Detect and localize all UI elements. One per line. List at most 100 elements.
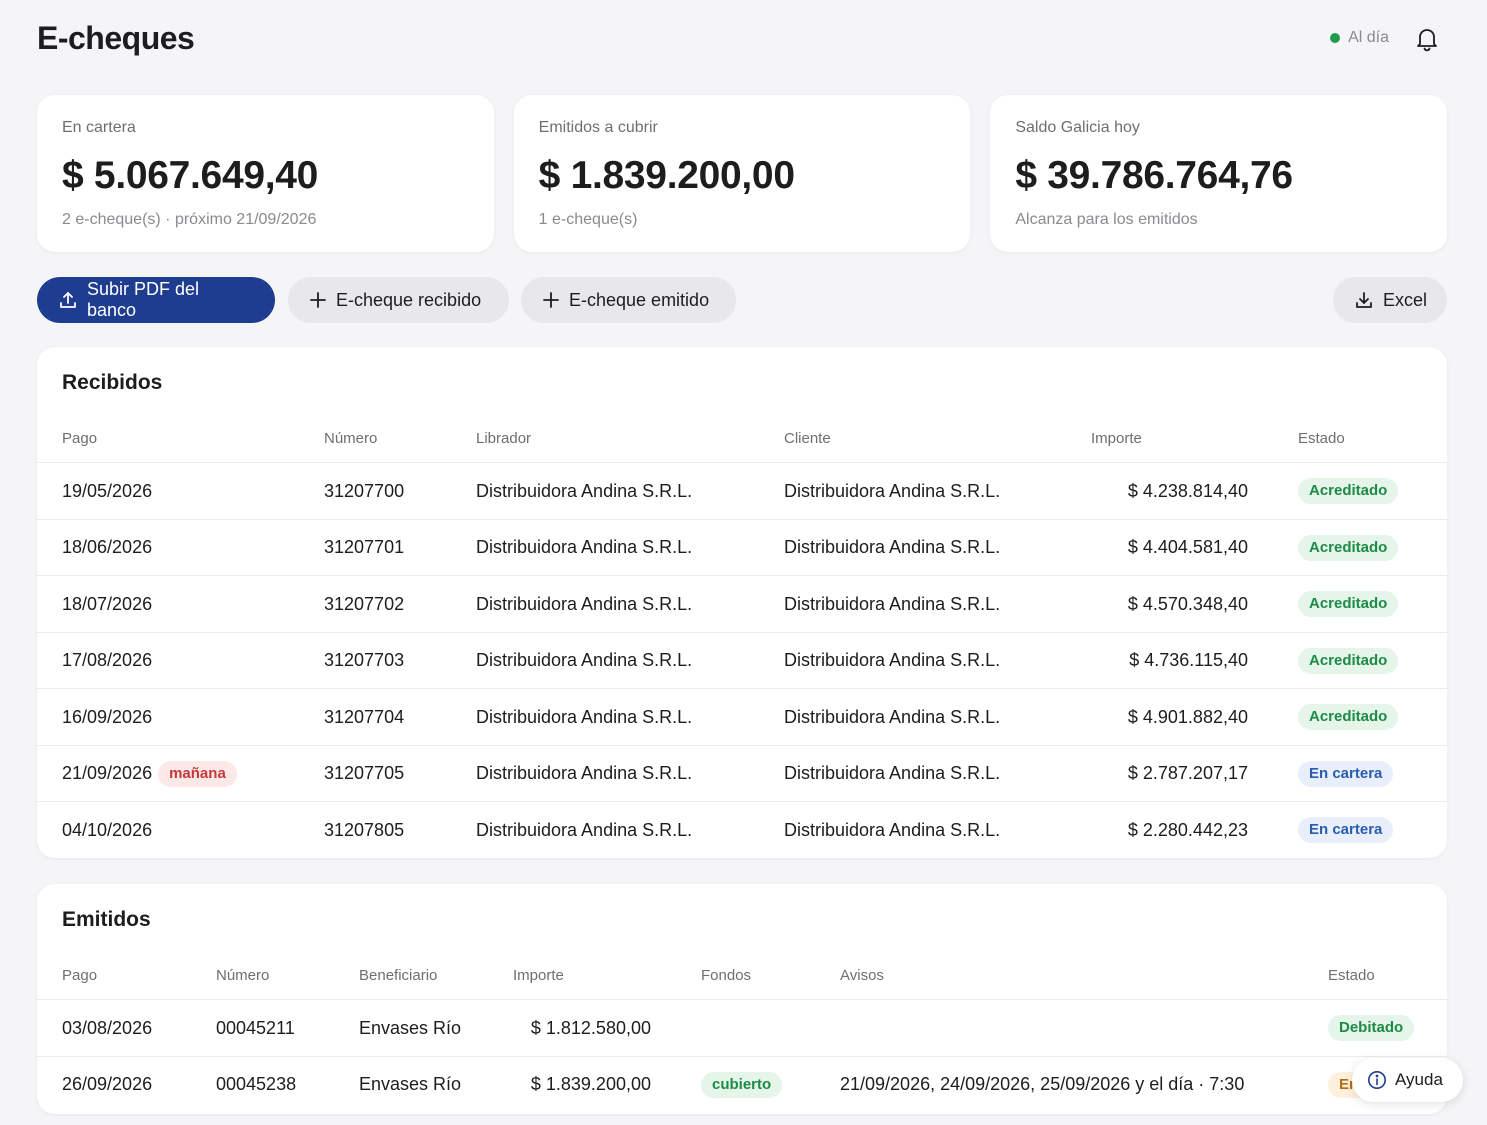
upload-pdf-label: Subir PDF del banco bbox=[87, 279, 200, 320]
numero-cell: 31207705 bbox=[324, 763, 405, 783]
recibido-row[interactable]: 18/06/2026 31207701 Distribuidora Andina S… bbox=[37, 518, 1447, 576]
add-cheque-recibido-button[interactable]: E-cheque recibido bbox=[288, 277, 509, 323]
help-button[interactable]: Ayuda bbox=[1352, 1058, 1463, 1102]
col-header-beneficiario: Beneficiario bbox=[359, 967, 438, 984]
notifications-bell-icon[interactable] bbox=[1415, 26, 1439, 52]
summary-cards: En cartera $ 5.067.649,40 2 e-cheque(s) … bbox=[37, 95, 1448, 252]
estado-cell: Acreditado bbox=[1298, 520, 1438, 576]
action-bar: Subir PDF del banco E-cheque recibido E-… bbox=[37, 277, 1447, 323]
recibido-row[interactable]: 21/09/2026 mañana 31207705 Distribuidora An… bbox=[37, 744, 1447, 801]
numero-cell: 31207704 bbox=[324, 706, 405, 727]
col-header-numero: Número bbox=[216, 967, 270, 984]
emitidos-title: Emitidos bbox=[62, 908, 151, 931]
recibidos-title: Recibidos bbox=[62, 371, 163, 394]
importe-cell: $ 2.787.207,17 bbox=[1127, 763, 1248, 783]
export-excel-label: Excel bbox=[1383, 289, 1428, 310]
col-header-estado: Estado bbox=[1328, 967, 1375, 984]
export-excel-button[interactable]: Excel bbox=[1333, 277, 1447, 323]
numero-cell: 31207702 bbox=[324, 593, 405, 614]
avisos-cell: 21/09/2026, 24/09/2026, 25/09/2026 y el … bbox=[840, 1074, 1245, 1094]
help-label: Ayuda bbox=[1395, 1070, 1443, 1089]
cliente-cell: Distribuidora Andina S.R.L. bbox=[784, 650, 1001, 670]
col-header-librador: Librador bbox=[476, 430, 532, 447]
emitidos-table-header: Pago Número Beneficiario Importe Fondos … bbox=[37, 967, 1447, 991]
importe-cell: $ 1.812.580,00 bbox=[530, 1017, 651, 1038]
estado-cell: Acreditado bbox=[1298, 576, 1438, 632]
beneficiario-cell: Envases Río bbox=[359, 1074, 462, 1094]
pago-cell: 17/08/2026 bbox=[62, 633, 302, 689]
status-badge: Acreditado bbox=[1298, 704, 1399, 730]
pago-date: 04/10/2026 bbox=[62, 819, 153, 840]
page-title: E-cheques bbox=[37, 20, 195, 56]
librador-cell: Distribuidora Andina S.R.L. bbox=[476, 706, 693, 727]
status-badge: Debitado bbox=[1328, 1015, 1415, 1041]
add-cheque-emitido-button[interactable]: E-cheque emitido bbox=[521, 277, 736, 323]
estado-cell: Acreditado bbox=[1298, 689, 1438, 745]
cliente-cell: Distribuidora Andina S.R.L. bbox=[784, 819, 1001, 840]
card-value: $ 5.067.649,40 bbox=[62, 154, 319, 197]
recibidos-table-header: Pago Número Librador Cliente Importe Est… bbox=[37, 430, 1447, 454]
librador-cell: Distribuidora Andina S.R.L. bbox=[476, 650, 693, 670]
info-icon bbox=[1368, 1071, 1386, 1089]
status-dot-icon bbox=[1330, 33, 1341, 43]
avisos-cell bbox=[840, 1000, 1320, 1056]
recibido-row[interactable]: 16/09/2026 31207704 Distribuidora Andina S… bbox=[37, 688, 1447, 744]
card-value: $ 39.786.764,76 bbox=[1015, 154, 1293, 197]
importe-cell: $ 4.736.115,40 bbox=[1129, 650, 1248, 670]
plus-icon bbox=[310, 292, 326, 308]
col-header-avisos: Avisos bbox=[840, 967, 884, 984]
status-badge: Acreditado bbox=[1298, 647, 1399, 674]
librador-cell: Distribuidora Andina S.R.L. bbox=[476, 480, 693, 501]
beneficiario-cell: Envases Río bbox=[359, 1017, 462, 1038]
numero-cell: 31207703 bbox=[324, 650, 405, 670]
pago-cell: 16/09/2026 bbox=[62, 689, 302, 745]
add-cheque-recibido-label: E-cheque recibido bbox=[336, 289, 482, 310]
pago-date: 18/06/2026 bbox=[62, 537, 153, 557]
pago-date: 21/09/2026 bbox=[62, 763, 153, 783]
col-header-importe: Importe bbox=[513, 967, 564, 984]
status-badge: En cartera bbox=[1298, 817, 1394, 843]
pago-date: 17/08/2026 bbox=[62, 650, 153, 670]
card-en-cartera: En cartera $ 5.067.649,40 2 e-cheque(s) … bbox=[37, 95, 494, 252]
status-badge: En cartera bbox=[1298, 760, 1394, 787]
pago-cell: 19/05/2026 bbox=[62, 463, 302, 519]
pago-date: 19/05/2026 bbox=[62, 480, 153, 501]
card-subtitle: 2 e-cheque(s) · próximo 21/09/2026 bbox=[62, 211, 317, 228]
pago-cell: 18/07/2026 bbox=[62, 576, 302, 632]
importe-cell: $ 4.570.348,40 bbox=[1127, 593, 1248, 614]
pago-cell: 03/08/2026 bbox=[62, 1017, 153, 1038]
importe-cell: $ 4.901.882,40 bbox=[1127, 706, 1248, 727]
card-label: Emitidos a cubrir bbox=[538, 119, 658, 136]
estado-cell: Debitado bbox=[1328, 1000, 1438, 1056]
add-cheque-emitido-label: E-cheque emitido bbox=[569, 289, 710, 310]
download-icon bbox=[1356, 292, 1372, 308]
pago-cell: 04/10/2026 bbox=[62, 802, 302, 858]
col-header-fondos: Fondos bbox=[701, 967, 752, 984]
librador-cell: Distribuidora Andina S.R.L. bbox=[476, 593, 693, 614]
cliente-cell: Distribuidora Andina S.R.L. bbox=[784, 480, 1001, 501]
card-value: $ 1.839.200,00 bbox=[538, 154, 795, 197]
col-header-pago: Pago bbox=[62, 430, 98, 447]
emitido-row[interactable]: 26/09/2026 00045238 Envases Río $ 1.839.200… bbox=[37, 1055, 1447, 1113]
fondos-cell: cubierto bbox=[701, 1057, 831, 1113]
recibido-row[interactable]: 18/07/2026 31207702 Distribuidora Andina S… bbox=[37, 575, 1447, 631]
upload-pdf-button[interactable]: Subir PDF del banco bbox=[37, 277, 275, 323]
recibido-row[interactable]: 04/10/2026 31207805 Distribuidora Andina S… bbox=[37, 801, 1447, 857]
upload-icon bbox=[60, 292, 76, 308]
card-label: En cartera bbox=[62, 119, 136, 136]
recibido-row[interactable]: 17/08/2026 31207703 Distribuidora Andina S… bbox=[37, 631, 1447, 689]
card-subtitle: Alcanza para los emitidos bbox=[1015, 211, 1198, 228]
numero-cell: 31207700 bbox=[324, 480, 405, 501]
emitido-row[interactable]: 03/08/2026 00045211 Envases Río $ 1.812.580… bbox=[37, 999, 1447, 1055]
top-bar: E-cheques Al día bbox=[37, 20, 1447, 62]
cliente-cell: Distribuidora Andina S.R.L. bbox=[784, 593, 1001, 614]
cliente-cell: Distribuidora Andina S.R.L. bbox=[784, 537, 1001, 557]
importe-cell: $ 1.839.200,00 bbox=[530, 1074, 651, 1094]
pago-date: 16/09/2026 bbox=[62, 706, 153, 727]
numero-cell: 00045238 bbox=[216, 1074, 297, 1094]
recibido-row[interactable]: 19/05/2026 31207700 Distribuidora Andina S… bbox=[37, 462, 1447, 518]
col-header-importe: Importe bbox=[1091, 430, 1142, 447]
librador-cell: Distribuidora Andina S.R.L. bbox=[476, 537, 693, 557]
sync-status: Al día bbox=[1330, 29, 1389, 47]
pago-cell: 26/09/2026 bbox=[62, 1074, 153, 1094]
